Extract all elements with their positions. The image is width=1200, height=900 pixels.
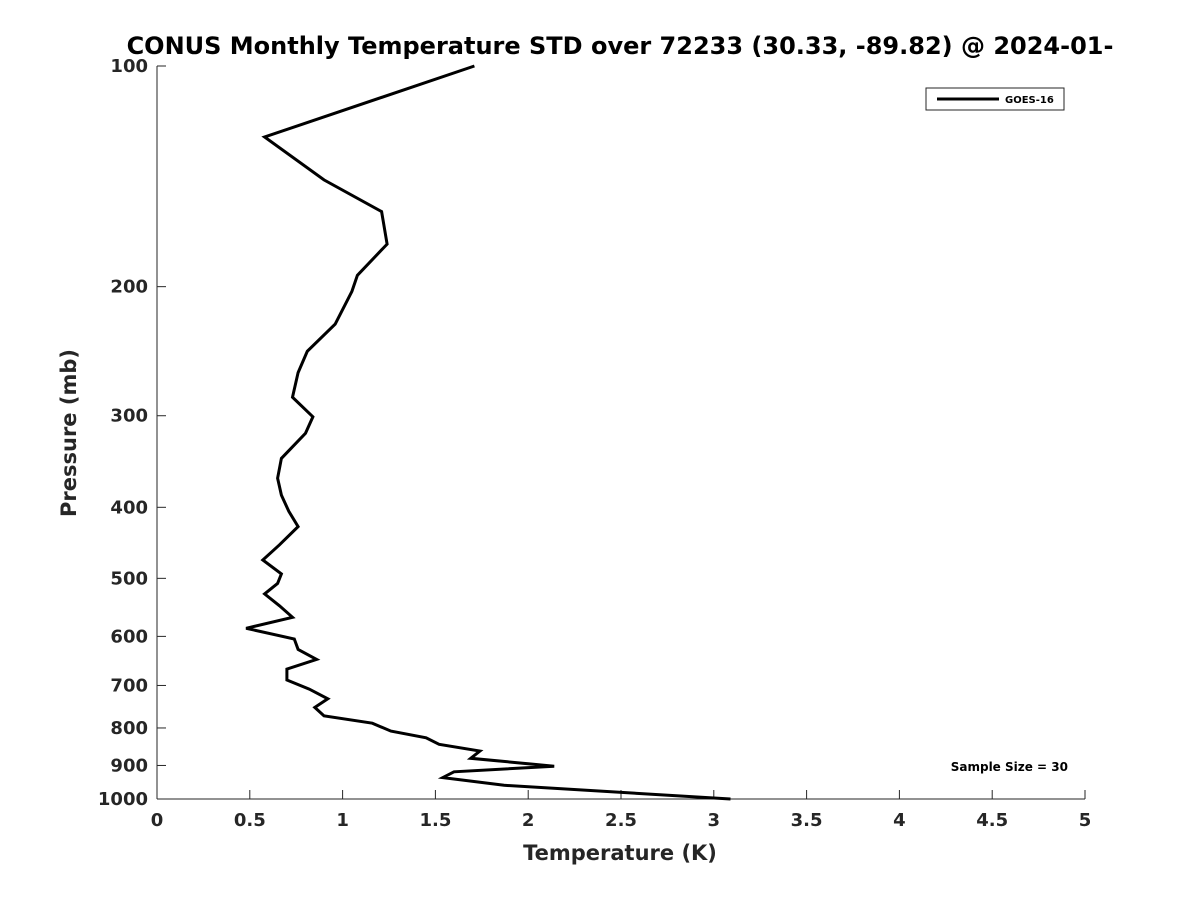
- x-tick-label: 4.5: [976, 810, 1008, 831]
- y-tick-label: 600: [110, 626, 148, 647]
- y-tick-label: 500: [110, 568, 148, 589]
- chart-title: CONUS Monthly Temperature STD over 72233…: [127, 32, 1114, 60]
- legend: GOES-16: [925, 87, 1065, 111]
- y-tick-label: 800: [110, 718, 148, 739]
- legend-label: GOES-16: [1005, 95, 1054, 106]
- plot-axes: 0 0.5 1 1.5 2 2.5 3 3.5 4 4.5 5 100 200 300 400 500 600 7…: [98, 56, 1091, 831]
- x-tick-label: 1: [336, 810, 349, 831]
- x-tick-label: 2: [522, 810, 535, 831]
- x-tick-label: 3: [708, 810, 721, 831]
- x-tick-label: 5: [1079, 810, 1092, 831]
- sample-size-annotation: Sample Size = 30: [951, 760, 1068, 774]
- x-tick-label: 0.5: [234, 810, 266, 831]
- y-tick-label: 700: [110, 675, 148, 696]
- y-tick-label: 200: [110, 277, 148, 298]
- series-layer: [245, 64, 731, 801]
- x-tick-label: 2.5: [605, 810, 637, 831]
- x-tick-label: 3.5: [791, 810, 823, 831]
- y-tick-label: 1000: [98, 789, 148, 810]
- x-tick-label: 0: [151, 810, 164, 831]
- x-tick-label: 4: [893, 810, 906, 831]
- y-tick-label: 300: [110, 406, 148, 427]
- y-tick-label: 400: [110, 497, 148, 518]
- y-tick-label: 900: [110, 755, 148, 776]
- x-axis-label: Temperature (K): [523, 841, 717, 865]
- y-tick-label: 100: [110, 56, 148, 77]
- y-axis-label: Pressure (mb): [57, 349, 81, 517]
- series-line-goes-16: [245, 64, 731, 801]
- x-tick-label: 1.5: [419, 810, 451, 831]
